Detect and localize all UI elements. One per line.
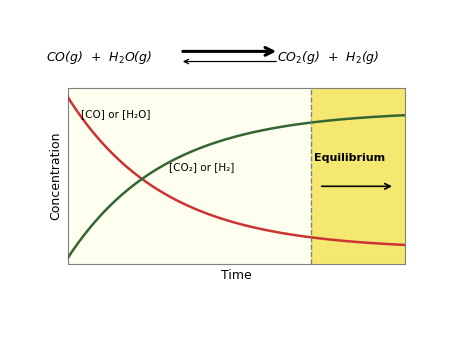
Text: CO$_2$($g$)  +  H$_2$($g$): CO$_2$($g$) + H$_2$($g$) [277, 49, 380, 66]
Text: CO($g$)  +  H$_2$O($g$): CO($g$) + H$_2$O($g$) [46, 49, 152, 66]
Text: [CO₂] or [H₂]: [CO₂] or [H₂] [169, 162, 234, 172]
Text: Equilibrium: Equilibrium [314, 153, 385, 163]
Y-axis label: Concentration: Concentration [49, 131, 62, 220]
X-axis label: Time: Time [221, 269, 252, 282]
Text: [CO] or [H₂O]: [CO] or [H₂O] [81, 109, 150, 119]
Bar [310, 88, 405, 264]
Bar [68, 88, 310, 264]
